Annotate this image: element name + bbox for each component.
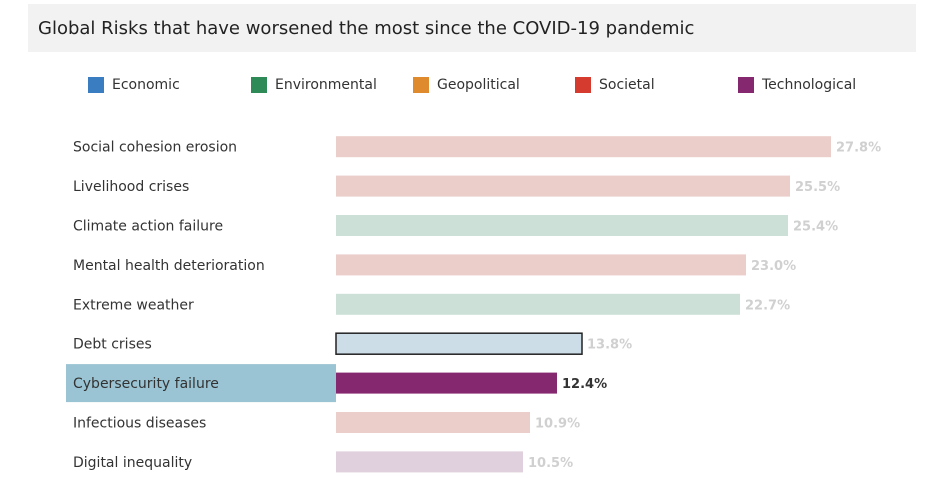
value-label-social-cohesion-erosion: 27.8%	[836, 141, 881, 156]
legend-swatch-economic	[88, 77, 104, 93]
bar-extreme-weather[interactable]	[336, 293, 740, 315]
value-label-extreme-weather: 22.7%	[745, 298, 790, 313]
value-label-infectious-diseases: 10.9%	[535, 417, 580, 432]
category-label-social-cohesion-erosion[interactable]: Social cohesion erosion	[73, 140, 237, 156]
legend-label-technological: Technological	[762, 77, 857, 93]
title-bar: Global Risks that have worsened the most…	[28, 4, 916, 52]
bar-social-cohesion-erosion[interactable]	[336, 136, 831, 158]
category-label-mental-health-deterioration[interactable]: Mental health deterioration	[73, 258, 265, 274]
bar-mental-health-deterioration[interactable]	[336, 254, 746, 276]
category-label-digital-inequality[interactable]: Digital inequality	[73, 455, 192, 471]
chart-title: Global Risks that have worsened the most…	[38, 18, 695, 39]
row-highlight-cybersecurity-failure	[66, 364, 336, 403]
legend-item-societal[interactable]: Societal	[575, 74, 655, 96]
legend-swatch-environmental	[251, 77, 267, 93]
value-label-mental-health-deterioration: 23.0%	[751, 259, 796, 274]
value-label-debt-crises: 13.8%	[587, 338, 632, 353]
legend-label-environmental: Environmental	[275, 77, 377, 93]
category-label-debt-crises[interactable]: Debt crises	[73, 337, 152, 353]
value-label-digital-inequality: 10.5%	[528, 456, 573, 471]
legend-swatch-geopolitical	[413, 77, 429, 93]
legend-swatch-technological	[738, 77, 754, 93]
bar-digital-inequality[interactable]	[336, 451, 523, 473]
legend-label-societal: Societal	[599, 77, 655, 93]
category-label-climate-action-failure[interactable]: Climate action failure	[73, 219, 223, 235]
legend-item-geopolitical[interactable]: Geopolitical	[413, 74, 520, 96]
category-label-infectious-diseases[interactable]: Infectious diseases	[73, 416, 206, 432]
category-label-cybersecurity-failure[interactable]: Cybersecurity failure	[73, 376, 219, 392]
legend-item-economic[interactable]: Economic	[88, 74, 180, 96]
legend: Economic Environmental Geopolitical Soci…	[88, 74, 908, 96]
value-label-livelihood-crises: 25.5%	[795, 180, 840, 195]
bar-livelihood-crises[interactable]	[336, 175, 790, 197]
legend-swatch-societal	[575, 77, 591, 93]
legend-item-technological[interactable]: Technological	[738, 74, 856, 96]
legend-label-economic: Economic	[112, 77, 180, 93]
bar-debt-crises[interactable]	[335, 332, 583, 355]
bar-infectious-diseases[interactable]	[336, 412, 530, 433]
value-label-cybersecurity-failure: 12.4%	[562, 377, 607, 392]
legend-label-geopolitical: Geopolitical	[437, 77, 520, 93]
bar-climate-action-failure[interactable]	[336, 215, 788, 236]
legend-item-environmental[interactable]: Environmental	[251, 74, 377, 96]
category-label-livelihood-crises[interactable]: Livelihood crises	[73, 179, 189, 195]
category-label-extreme-weather[interactable]: Extreme weather	[73, 297, 194, 313]
bar-cybersecurity-failure[interactable]	[336, 372, 557, 394]
value-label-climate-action-failure: 25.4%	[793, 220, 838, 235]
